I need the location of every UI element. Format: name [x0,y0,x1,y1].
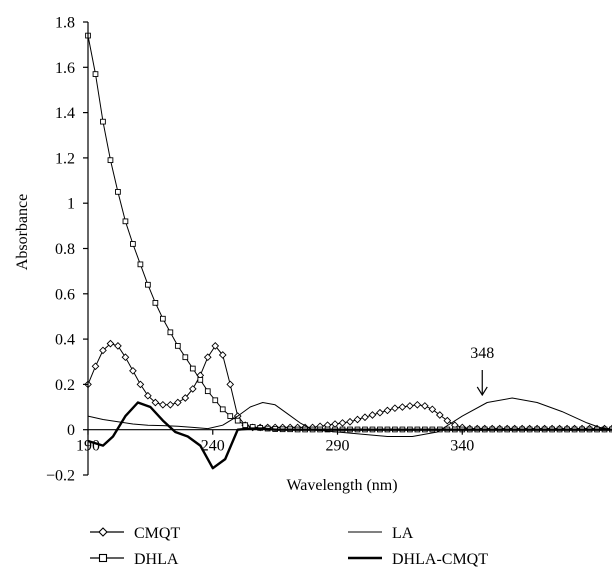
series-line-la [87,397,612,437]
data-point-cmqt [144,391,152,400]
data-point-cmqt [226,380,235,389]
y-tick-label: 1.6 [55,60,75,77]
legend-marker-diamond-icon [98,527,108,537]
data-point-dhla [122,218,129,225]
y-ticks: −0.2 0 0.2 0.4 0.6 0.8 1 1.2 1.4 1.6 1.8 [46,15,88,485]
y-tick-label: 1.2 [55,150,75,167]
data-point-dhla [212,397,219,404]
data-point-cmqt [136,380,145,389]
series-dhla-cmqt [87,401,612,470]
legend-label-dhla-cmqt: DHLA-CMQT [392,551,488,568]
data-point-cmqt [428,405,437,414]
data-point-dhla [115,189,121,195]
series-cmqt [84,339,612,433]
data-point-cmqt [338,419,347,427]
data-point-dhla [219,406,226,413]
legend-label-cmqt: CMQT [134,525,180,542]
data-point-dhla [100,118,106,125]
data-point-cmqt [421,402,429,410]
x-axis-title: Wavelength (nm) [286,477,397,494]
y-axis-title: Absorbance [14,194,31,270]
data-point-cmqt [181,394,190,402]
data-point-cmqt [383,406,392,415]
data-point-cmqt [166,400,175,409]
y-tick-label: −0.2 [46,468,75,485]
peak-annotation-arrow-head [476,386,488,397]
data-point-cmqt [331,420,339,428]
data-point-cmqt [203,353,212,362]
data-point-dhla [197,377,204,383]
series-line-dhla [87,35,612,430]
data-point-cmqt [353,415,362,424]
data-point-cmqt [173,398,182,407]
data-point-dhla [182,354,189,361]
data-point-cmqt [435,411,444,419]
data-point-dhla [189,365,196,372]
data-point-dhla [204,388,211,395]
data-point-cmqt [129,366,137,375]
data-point-cmqt [151,398,160,407]
series-line-cmqt [87,343,612,430]
y-tick-label: 1 [67,196,75,213]
peak-annotation: 348 [470,345,494,397]
y-tick-label: 0.4 [55,332,75,349]
data-point-dhla [130,241,136,247]
data-point-cmqt [346,417,354,426]
data-point-dhla [92,71,99,77]
data-point-dhla [152,300,159,306]
data-point-cmqt [188,385,197,393]
data-point-dhla [160,315,166,322]
legend: CMQT DHLA LA DHLA-CMQT [90,525,488,568]
data-point-cmqt [398,403,407,411]
series-dhla [85,32,612,433]
series-line-dhla-cmqt [87,401,612,470]
data-point-cmqt [218,351,227,359]
data-point-cmqt [159,400,167,409]
plot-lines [84,32,612,470]
y-tick-label: 0.6 [55,286,75,303]
data-point-cmqt [91,362,100,371]
x-tick-label: 190 [76,438,100,455]
axes [87,22,612,475]
series-la [87,397,612,437]
data-point-dhla [242,422,249,429]
data-point-dhla [107,157,114,164]
x-ticks: 190 240 290 340 [76,429,474,455]
x-tick-label: 290 [326,438,350,455]
data-point-cmqt [443,416,452,425]
peak-annotation-label: 348 [470,345,494,362]
legend-marker-square-icon [98,553,108,563]
legend-label-dhla: DHLA [134,551,179,568]
data-point-dhla [167,329,174,336]
data-point-dhla [174,343,181,349]
data-point-dhla [137,261,144,268]
data-point-cmqt [413,400,422,409]
y-tick-label: 1.4 [55,105,75,122]
legend-item-dhla-cmqt: DHLA-CMQT [348,551,488,568]
data-point-cmqt [106,339,115,348]
legend-item-cmqt: CMQT [90,525,180,542]
legend-item-la: LA [348,525,414,542]
y-tick-label: 0.2 [55,377,75,394]
data-point-cmqt [368,411,377,419]
data-point-cmqt [406,402,414,410]
data-point-cmqt [376,408,384,417]
y-tick-label: 0.8 [55,241,75,258]
data-point-cmqt [391,404,399,413]
data-point-dhla [145,281,151,288]
data-point-cmqt [211,342,220,350]
x-tick-label: 240 [201,438,225,455]
data-point-cmqt [99,346,107,355]
data-point-dhla [234,417,241,424]
y-tick-label: 0 [67,422,75,439]
data-point-cmqt [361,413,369,422]
data-point-cmqt [121,353,130,362]
legend-label-la: LA [392,525,414,542]
x-tick-label: 340 [450,438,474,455]
data-point-dhla [227,413,234,419]
y-tick-label: 1.8 [55,15,75,32]
legend-item-dhla: DHLA [90,551,179,568]
data-point-cmqt [114,342,122,350]
